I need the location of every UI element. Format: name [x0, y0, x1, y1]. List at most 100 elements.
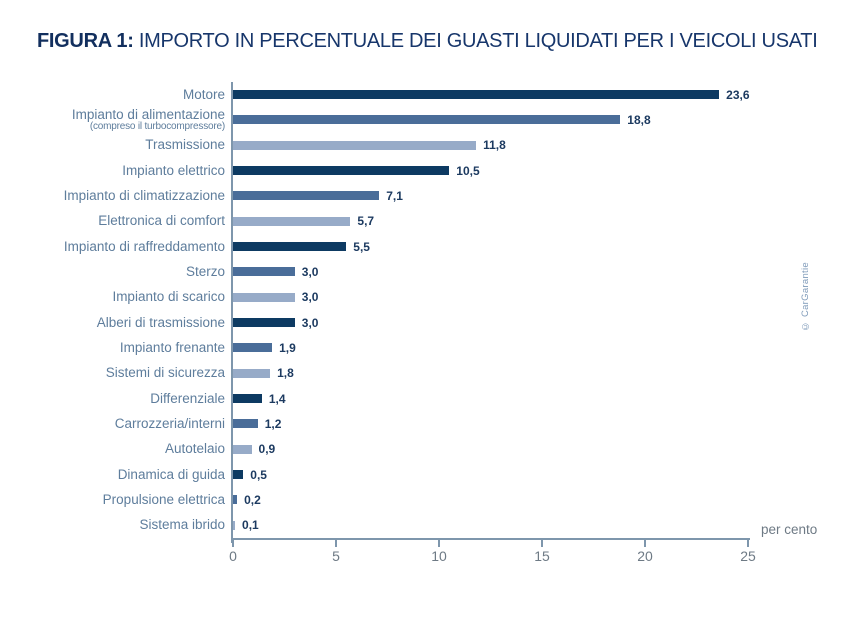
category-label: Alberi di trasmissione	[30, 314, 233, 330]
chart-row: Impianto frenante 1,9	[30, 335, 820, 360]
bar	[233, 90, 720, 100]
category-label-text: Trasmissione	[145, 137, 225, 153]
x-axis-unit-label: per cento	[761, 522, 818, 537]
category-label: Elettronica di comfort	[30, 214, 233, 228]
value-label: 3,0	[301, 264, 319, 279]
chart-row: Motore 23,6	[30, 82, 820, 107]
bar-track: 7,1	[233, 183, 748, 208]
value-label: 3,0	[301, 315, 319, 330]
bar	[233, 318, 295, 328]
value-label: 1,2	[264, 416, 282, 431]
bar	[233, 495, 238, 505]
bar	[233, 470, 244, 480]
category-label-text: Sistema ibrido	[139, 517, 225, 533]
chart-row: Impianto elettrico 10,5	[30, 158, 820, 183]
category-label: Impianto di alimentazione (compreso il tu…	[30, 106, 233, 132]
figure-title-label: FIGURA 1:	[37, 30, 134, 52]
value-label: 1,4	[268, 391, 286, 406]
copyright-watermark: © CarGarantie	[800, 262, 811, 332]
bar	[233, 394, 262, 404]
value-label: 3,0	[301, 290, 319, 305]
bar	[233, 115, 621, 125]
chart-row: Trasmissione 11,8	[30, 133, 820, 158]
bar	[233, 368, 271, 378]
category-label-text: Sistemi di sicurezza	[105, 365, 225, 381]
category-label-text: Impianto di scarico	[112, 289, 225, 305]
bar-track: 23,6	[233, 82, 750, 107]
chart-row: Sterzo 3,0	[30, 259, 820, 284]
bar-track: 5,7	[233, 209, 748, 234]
value-label: 0,9	[258, 442, 276, 457]
category-label: Impianto di scarico	[30, 290, 233, 304]
chart-row: Impianto di alimentazione (compreso il tu…	[30, 107, 820, 132]
tick-mark	[747, 540, 749, 547]
tick-label: 5	[332, 548, 340, 564]
value-label: 1,8	[277, 366, 294, 381]
category-label-text: Autotelaio	[164, 441, 225, 457]
value-label: 1,9	[279, 340, 296, 355]
bar-track: 1,4	[233, 386, 748, 411]
chart-row: Impianto di climatizzazione 7,1	[30, 183, 820, 208]
bar-track: 0,1	[233, 513, 748, 538]
value-label: 0,5	[250, 467, 267, 482]
bar-track: 18,8	[233, 107, 748, 132]
value-label: 5,7	[357, 214, 375, 229]
category-label-text: Sterzo	[185, 263, 225, 279]
value-label: 10,5	[456, 163, 480, 178]
tick-mark	[232, 540, 234, 547]
category-label-text: Alberi di trasmissione	[96, 314, 225, 330]
category-label-text: Propulsione elettrica	[102, 491, 225, 507]
chart-row: Alberi di trasmissione 3,0	[30, 310, 820, 335]
figure-title: FIGURA 1: IMPORTO IN PERCENTUALE DEI GUA…	[37, 30, 837, 53]
bar-track: 3,0	[233, 259, 748, 284]
category-label-text: Impianto di alimentazione	[71, 106, 225, 122]
tick-mark	[644, 540, 646, 547]
bar	[233, 292, 295, 302]
x-axis-line	[231, 538, 750, 540]
chart-row: Propulsione elettrica 0,2	[30, 487, 820, 512]
tick-mark	[541, 540, 543, 547]
bar-track: 10,5	[233, 158, 748, 183]
category-label-text: Elettronica di comfort	[98, 213, 225, 229]
category-label: Dinamica di guida	[30, 467, 233, 482]
category-label: Trasmissione	[30, 138, 233, 152]
bar	[233, 140, 477, 150]
bar	[233, 419, 258, 429]
tick-label: 0	[229, 548, 237, 564]
bar	[233, 267, 295, 277]
bar	[233, 191, 380, 201]
category-label: Sistemi di sicurezza	[30, 366, 233, 380]
category-label-text: Impianto di raffreddamento	[63, 238, 225, 254]
bar	[233, 242, 347, 252]
bar-chart: Motore 23,6 Impianto di alimentazione (comp…	[30, 82, 820, 538]
bar-track: 3,0	[233, 285, 748, 310]
category-label: Impianto di climatizzazione	[30, 187, 233, 203]
bar-track: 1,8	[233, 361, 748, 386]
figure-title-text: IMPORTO IN PERCENTUALE DEI GUASTI LIQUID…	[138, 30, 818, 52]
bar	[233, 166, 450, 176]
category-label: Carrozzeria/interni	[30, 416, 233, 431]
bar-track: 0,2	[233, 487, 748, 512]
category-label-text: Impianto di climatizzazione	[63, 187, 225, 203]
chart-row: Carrozzeria/interni 1,2	[30, 411, 820, 436]
value-label: 18,8	[627, 112, 651, 127]
category-label: Impianto frenante	[30, 340, 233, 355]
bar-track: 0,5	[233, 462, 748, 487]
tick-label: 15	[534, 548, 550, 564]
tick-label: 25	[740, 548, 756, 564]
category-sublabel: (compreso il turbocompressore)	[89, 120, 225, 132]
category-label: Sistema ibrido	[30, 518, 233, 532]
value-label: 7,1	[386, 188, 403, 203]
category-label: Autotelaio	[30, 442, 233, 456]
chart-row: Sistemi di sicurezza 1,8	[30, 361, 820, 386]
category-label-text: Differenziale	[150, 390, 225, 406]
category-label-text: Impianto elettrico	[122, 162, 225, 178]
value-label: 11,8	[483, 138, 506, 153]
chart-row: Differenziale 1,4	[30, 386, 820, 411]
tick-mark	[438, 540, 440, 547]
y-axis-line	[231, 82, 233, 543]
bar	[233, 216, 351, 226]
bar-track: 1,9	[233, 335, 748, 360]
chart-row: Dinamica di guida 0,5	[30, 462, 820, 487]
bar	[233, 520, 236, 530]
